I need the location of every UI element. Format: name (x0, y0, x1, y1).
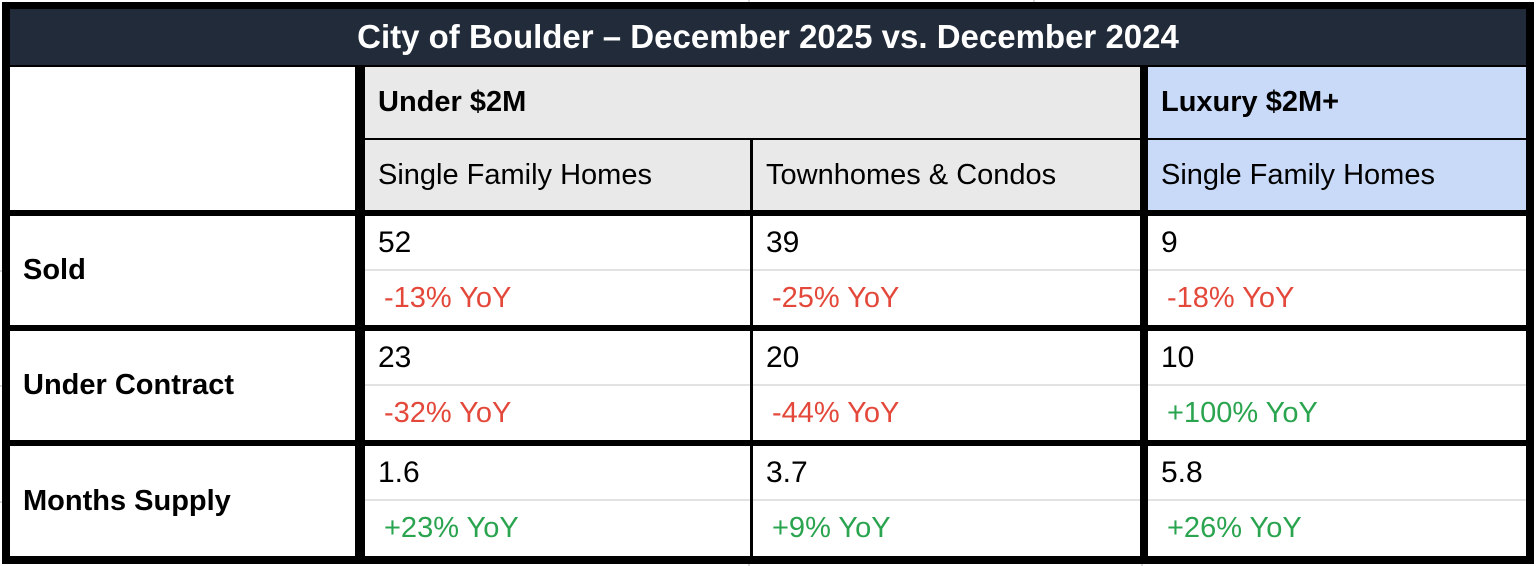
cell-yoy: +100% YoY (1167, 396, 1318, 429)
cell-undercontract-under2m-sfh: 23 -32% YoY (365, 331, 750, 440)
cell-value: 23 (378, 340, 412, 374)
row-label-under-contract: Under Contract (10, 331, 355, 440)
sheet-gridline-stub (0, 270, 3, 272)
cell-monthssupply-luxury-sfh: 5.8 +26% YoY (1148, 446, 1526, 556)
subheader-under2m-single-family: Single Family Homes (365, 140, 750, 210)
column-group-under-2m: Under $2M (365, 67, 1140, 138)
cell-monthssupply-under2m-townhomes: 3.7 +9% YoY (753, 446, 1140, 556)
cell-value: 1.6 (378, 455, 420, 489)
subheader-luxury-single-family: Single Family Homes (1148, 140, 1526, 210)
cell-divider (1148, 269, 1526, 271)
cell-yoy: -32% YoY (384, 396, 512, 429)
cell-value: 5.8 (1161, 455, 1203, 489)
cell-divider (365, 384, 750, 386)
table-title: City of Boulder – December 2025 vs. Dece… (10, 9, 1526, 65)
cell-yoy: -13% YoY (384, 281, 512, 314)
cell-sold-under2m-townhomes: 39 -25% YoY (753, 216, 1140, 325)
cell-yoy: +26% YoY (1167, 512, 1302, 544)
cell-sold-luxury-sfh: 9 -18% YoY (1148, 216, 1526, 325)
subheader-under2m-townhomes-condos: Townhomes & Condos (753, 140, 1140, 210)
sheet-gridline-stub (1141, 564, 1143, 566)
cell-value: 9 (1161, 225, 1178, 259)
row-label-months-supply: Months Supply (10, 446, 355, 556)
sheet-gridline-stub (0, 501, 3, 503)
cell-monthssupply-under2m-sfh: 1.6 +23% YoY (365, 446, 750, 556)
cell-divider (365, 499, 750, 501)
cell-divider (753, 384, 1140, 386)
cell-yoy: -18% YoY (1167, 281, 1295, 314)
sheet-gridline-stub (1033, 0, 1035, 2)
cell-undercontract-under2m-townhomes: 20 -44% YoY (753, 331, 1140, 440)
cell-divider (1148, 499, 1526, 501)
cell-yoy: +9% YoY (772, 512, 891, 544)
row-label-sold: Sold (10, 216, 355, 325)
cell-divider (1148, 384, 1526, 386)
cell-divider (753, 269, 1140, 271)
cell-undercontract-luxury-sfh: 10 +100% YoY (1148, 331, 1526, 440)
sheet-gridline-stub (748, 564, 750, 566)
cell-yoy: +23% YoY (384, 512, 519, 544)
sheet-gridline-stub (748, 0, 750, 2)
column-group-luxury-2m-plus: Luxury $2M+ (1148, 67, 1526, 138)
cell-value: 20 (766, 340, 800, 374)
cell-divider (753, 499, 1140, 501)
cell-value: 39 (766, 225, 800, 259)
cell-sold-under2m-sfh: 52 -13% YoY (365, 216, 750, 325)
cell-divider (365, 269, 750, 271)
cell-value: 10 (1161, 340, 1195, 374)
sheet-gridline-stub (0, 385, 3, 387)
cell-yoy: -44% YoY (772, 396, 900, 429)
cell-value: 52 (378, 225, 412, 259)
corner-cell (10, 67, 355, 210)
cell-yoy: -25% YoY (772, 281, 900, 314)
cell-value: 3.7 (766, 455, 808, 489)
